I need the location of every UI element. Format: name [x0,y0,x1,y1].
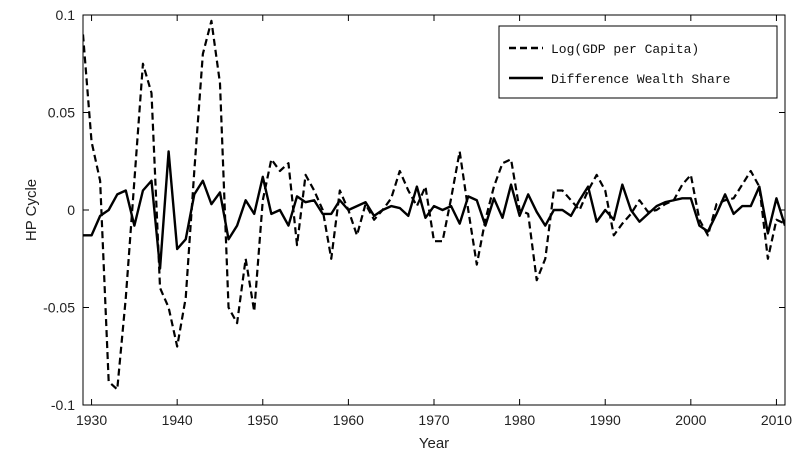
legend: Log(GDP per Capita) Difference Wealth Sh… [498,25,778,99]
x-tick-label: 2000 [675,412,706,428]
y-tick-label: -0.1 [51,397,75,413]
x-tick-label: 1960 [333,412,364,428]
y-tick-label: 0.05 [48,105,75,121]
y-tick-label: -0.05 [43,300,75,316]
y-axis-label: HP Cycle [23,179,40,241]
x-tick-label: 1930 [76,412,107,428]
y-tick-label: 0 [67,202,75,218]
x-axis-label: Year [419,435,449,452]
x-tick-label: 1980 [504,412,535,428]
x-tick-label: 1970 [418,412,449,428]
series-line-gdp [83,19,785,391]
legend-label-wealth: Difference Wealth Share [551,72,730,87]
x-tick-label: 1940 [162,412,193,428]
x-tick-label: 1950 [247,412,278,428]
legend-box [498,25,778,99]
legend-label-gdp: Log(GDP per Capita) [551,42,699,57]
series-line-wealth [83,150,785,270]
y-tick-label: 0.1 [56,7,76,23]
x-tick-label: 2010 [761,412,792,428]
x-axis: 1930 1940 1950 1960 1970 1980 1990 2000 2010 [76,15,792,428]
y-axis: -0.1 -0.05 0 0.05 0.1 [43,7,785,413]
plot-lines [83,19,785,391]
x-tick-label: 1990 [590,412,621,428]
